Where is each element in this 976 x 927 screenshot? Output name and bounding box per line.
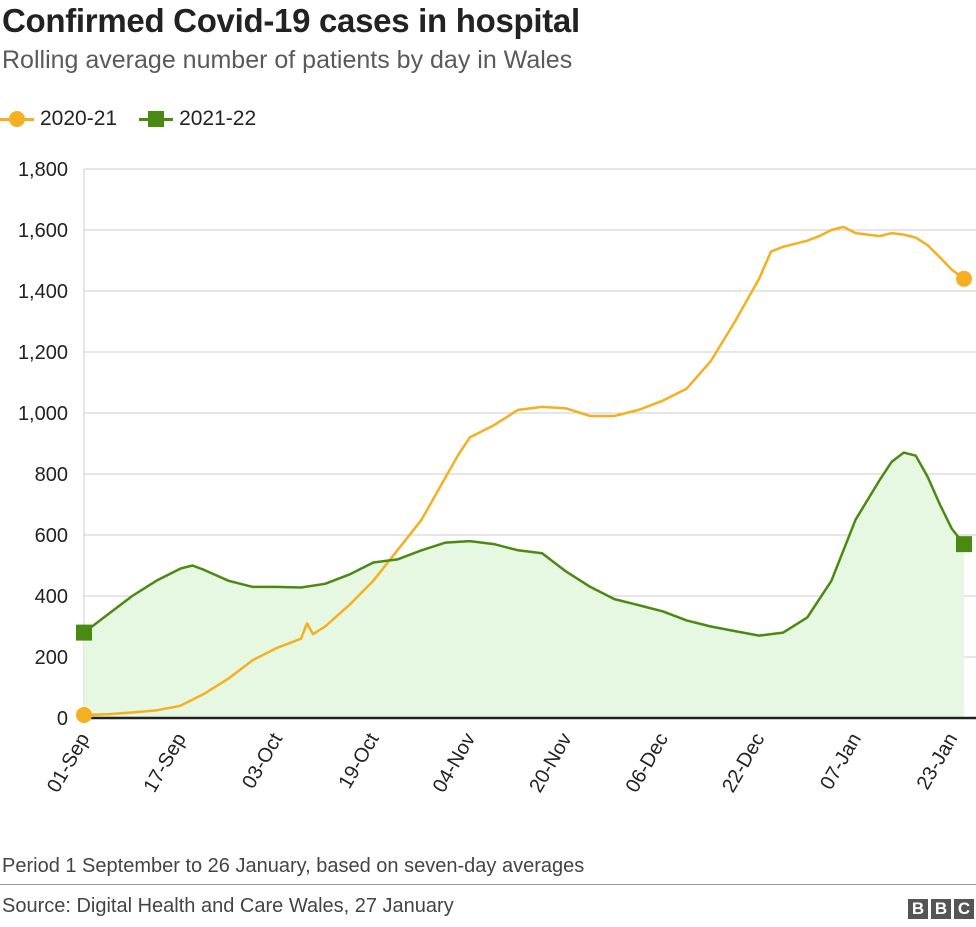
legend-label-2021-22: 2021-22 bbox=[179, 107, 257, 130]
line-2021-22 bbox=[83, 451, 965, 637]
divider bbox=[0, 884, 976, 885]
y-tick-label: 1,200 bbox=[18, 342, 68, 364]
marker-2021-22-end bbox=[956, 536, 972, 553]
legend-swatch-2021-22 bbox=[139, 109, 174, 129]
y-tick-label: 1,000 bbox=[18, 403, 68, 425]
area-2021-22 bbox=[84, 452, 964, 718]
bbc-logo-letter: B bbox=[931, 899, 951, 919]
x-tick-label: 01-Sep bbox=[43, 730, 94, 797]
y-tick-label: 1,400 bbox=[18, 281, 68, 303]
chart-subtitle: Rolling average number of patients by da… bbox=[2, 46, 573, 74]
bbc-logo-letter: C bbox=[954, 899, 974, 919]
x-tick-label: 19-Oct bbox=[335, 729, 384, 792]
x-tick-label: 17-Sep bbox=[139, 730, 190, 797]
y-tick-label: 0 bbox=[57, 708, 68, 730]
y-tick-label: 600 bbox=[35, 525, 68, 547]
x-tick-label: 06-Dec bbox=[622, 730, 673, 797]
y-tick-label: 400 bbox=[35, 586, 68, 608]
legend-swatch-2020-21 bbox=[0, 109, 34, 129]
legend: 2020-21 2021-22 bbox=[0, 104, 278, 134]
marker-2020-21-end bbox=[956, 270, 972, 287]
x-tick-label: 07-Jan bbox=[816, 730, 866, 794]
line-2020-21 bbox=[83, 225, 965, 717]
x-tick-label: 04-Nov bbox=[429, 730, 480, 797]
y-tick-label: 800 bbox=[35, 464, 68, 486]
legend-label-2020-21: 2020-21 bbox=[40, 107, 118, 130]
x-tick-label: 23-Jan bbox=[913, 730, 963, 794]
bbc-logo: B B C bbox=[905, 899, 974, 919]
y-tick-label: 1,800 bbox=[18, 159, 68, 181]
y-tick-label: 200 bbox=[35, 647, 68, 669]
legend-item-2021-22: 2021-22 bbox=[139, 107, 256, 131]
line-chart: 0 200 400 600 800 1,000 1,200 1,400 1,600 1,800 01… bbox=[18, 159, 976, 797]
x-tick-label: 03-Oct bbox=[238, 729, 287, 792]
bbc-logo-letter: B bbox=[908, 899, 928, 919]
y-tick-label: 1,600 bbox=[18, 220, 68, 242]
source-note: Source: Digital Health and Care Wales, 2… bbox=[2, 895, 454, 917]
chart-title: Confirmed Covid-19 cases in hospital bbox=[2, 2, 580, 39]
marker-2020-21-start bbox=[76, 706, 92, 723]
x-tick-label: 22-Dec bbox=[718, 730, 769, 797]
footnote: Period 1 September to 26 January, based … bbox=[2, 855, 585, 877]
legend-item-2020-21: 2020-21 bbox=[0, 107, 117, 131]
x-tick-label: 20-Nov bbox=[525, 730, 576, 797]
marker-2021-22-start bbox=[76, 624, 92, 641]
